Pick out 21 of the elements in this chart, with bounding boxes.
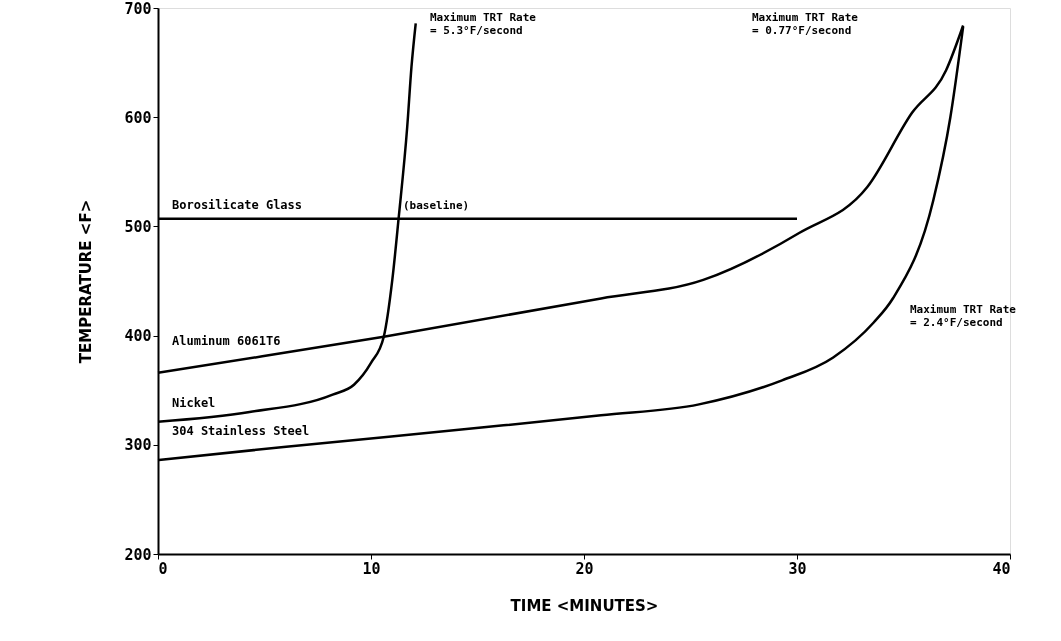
- legend-label: Aluminum 6061T6: [172, 333, 281, 348]
- y-tick-label: 400: [124, 327, 152, 346]
- x-tick-label: 10: [362, 559, 381, 578]
- x-tick-label: 0: [158, 559, 168, 578]
- y-tick-label: 500: [124, 217, 152, 236]
- annotation: Maximum TRT Rate = 0.77°F/second: [752, 11, 859, 37]
- series-label: Borosilicate Glass: [172, 197, 303, 212]
- y-axis-title: TEMPERATURE <F>: [77, 199, 96, 364]
- y-tick-label: 200: [124, 545, 152, 564]
- x-tick-label: 40: [992, 559, 1011, 578]
- y-tick-label: 700: [124, 0, 152, 18]
- y-tick-label: 300: [124, 436, 152, 455]
- x-axis-title: TIME <MINUTES>: [510, 596, 659, 615]
- annotation: (baseline): [402, 198, 470, 212]
- series-label: Nickel: [172, 395, 216, 410]
- y-tick-label: 600: [124, 108, 152, 127]
- x-tick-label: 30: [788, 559, 807, 578]
- annotation: Maximum TRT Rate = 2.4°F/second: [910, 303, 1017, 329]
- x-tick-label: 20: [575, 559, 594, 578]
- series-label: 304 Stainless Steel: [172, 424, 310, 439]
- annotation: Maximum TRT Rate = 5.3°F/second: [430, 11, 537, 37]
